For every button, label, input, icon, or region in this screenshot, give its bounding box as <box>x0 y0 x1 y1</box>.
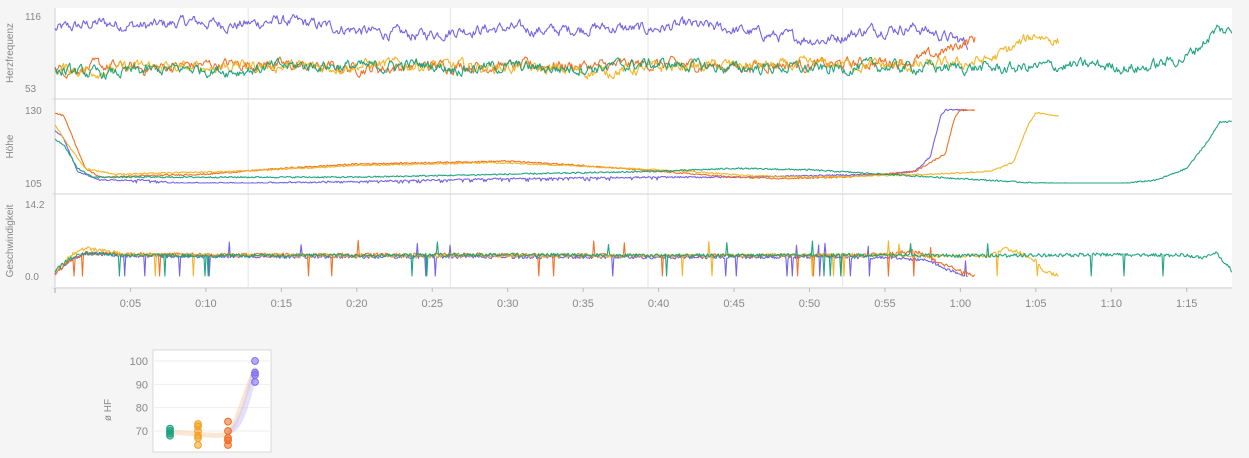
mini-y-tick-label: 70 <box>136 426 148 438</box>
x-tick-label: 1:00 <box>950 298 971 310</box>
x-axis: 0:05 0:10 0:15 0:20 0:25 0:30 0:35 0:40 0:45 0:50… <box>54 287 1232 310</box>
y-tick-label: 130 <box>25 106 42 117</box>
y-tick-label: 53 <box>25 84 37 95</box>
mini-y-tick-label: 100 <box>130 356 148 368</box>
panel-heart-rate: Herzfrequenz 116 53 <box>5 12 1233 95</box>
x-tick-label: 1:10 <box>1101 298 1122 310</box>
mini-scatter-point <box>194 441 202 449</box>
series-line-heart-rate <box>54 33 1060 80</box>
x-tick-label: 0:15 <box>271 298 292 310</box>
main-chart: Herzfrequenz 116 53 Höhe 130 105 Geschwindig… <box>5 8 1233 310</box>
series-line-altitude <box>54 120 1232 184</box>
mini-y-tick-label: 90 <box>136 379 148 391</box>
x-tick-label: 1:05 <box>1025 298 1046 310</box>
series-line-heart-rate <box>54 14 969 51</box>
y-tick-label: 105 <box>25 179 42 190</box>
x-tick-label: 0:10 <box>195 298 216 310</box>
x-tick-label: 0:55 <box>874 298 895 310</box>
x-tick-label: 0:50 <box>799 298 820 310</box>
mini-scatter-point <box>224 417 232 426</box>
x-tick-label: 0:40 <box>648 298 669 310</box>
panel-background <box>55 195 1232 287</box>
panel-background <box>55 8 1232 98</box>
x-tick-label: 1:15 <box>1176 298 1197 310</box>
mini-scatter-point <box>251 368 259 377</box>
avg-hr-scatter-chart: 100 90 80 70 ø HF <box>103 349 272 453</box>
y-axis-label-speed: Geschwindigkeit <box>5 204 16 277</box>
series-line-speed <box>54 240 1233 277</box>
panel-altitude: Höhe 130 105 <box>5 106 1232 190</box>
mini-y-tick-label: 80 <box>136 403 148 415</box>
mini-scatter-point <box>224 434 232 442</box>
mini-scatter-point <box>251 378 259 386</box>
y-axis-label-altitude: Höhe <box>5 134 16 158</box>
gridlines <box>52 8 1232 289</box>
mini-scatter-point <box>166 424 174 433</box>
mini-scatter-point <box>194 420 202 428</box>
panel-speed: Geschwindigkeit 14.2 0.0 <box>5 200 1233 283</box>
y-tick-label: 14.2 <box>25 200 45 211</box>
y-axis-label-heart-rate: Herzfrequenz <box>5 23 16 83</box>
y-tick-label: 116 <box>25 12 41 23</box>
mini-scatter-point <box>224 427 232 435</box>
x-tick-label: 0:30 <box>497 298 518 310</box>
x-tick-label: 0:45 <box>723 298 744 310</box>
x-tick-label: 0:05 <box>120 298 141 310</box>
mini-y-axis-label: ø HF <box>103 399 114 421</box>
x-tick-label: 0:35 <box>572 298 593 310</box>
x-tick-label: 0:25 <box>422 298 443 310</box>
x-tick-label: 0:20 <box>346 298 367 310</box>
mini-scatter-point <box>251 357 259 365</box>
series-line-altitude <box>54 108 968 184</box>
y-tick-label: 0.0 <box>25 272 39 283</box>
panel-background <box>55 100 1232 193</box>
series-line-heart-rate <box>54 24 1233 80</box>
